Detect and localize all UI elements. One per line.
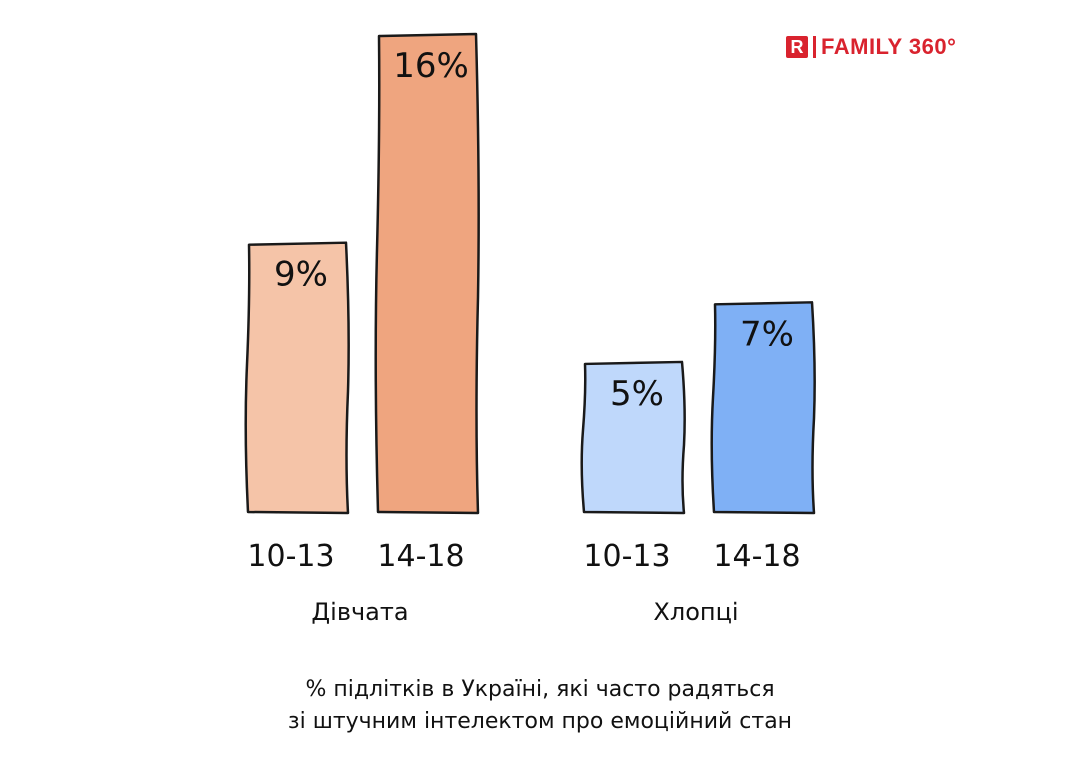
caption-line-1: % підлітків в Україні, які часто радятьс… — [305, 677, 775, 702]
bar-boys-14-18 — [710, 301, 816, 515]
category-tick-label: 14-18 — [713, 539, 800, 574]
bar-girls-14-18 — [374, 32, 480, 515]
bar-girls-10-13 — [244, 241, 350, 515]
chart-caption: % підлітків в Україні, які часто радятьс… — [0, 674, 1080, 738]
logo-text: FAMILY 360° — [821, 34, 957, 59]
logo-mark: R — [786, 36, 808, 58]
bar-value-label: 7% — [740, 314, 794, 354]
group-label: Дівчата — [311, 598, 408, 626]
caption-line-2: зі штучним інтелектом про емоційний стан — [287, 709, 793, 734]
bar-boys-10-13 — [580, 360, 686, 515]
bar-value-label: 16% — [393, 46, 469, 86]
category-tick-label: 14-18 — [377, 539, 464, 574]
group-label: Хлопці — [653, 598, 738, 626]
bar-value-label: 5% — [610, 374, 664, 414]
category-tick-label: 10-13 — [247, 539, 334, 574]
logo-divider — [813, 36, 816, 58]
category-tick-label: 10-13 — [583, 539, 670, 574]
brand-logo: R FAMILY 360° — [786, 34, 956, 60]
bar-value-label: 9% — [274, 255, 328, 295]
